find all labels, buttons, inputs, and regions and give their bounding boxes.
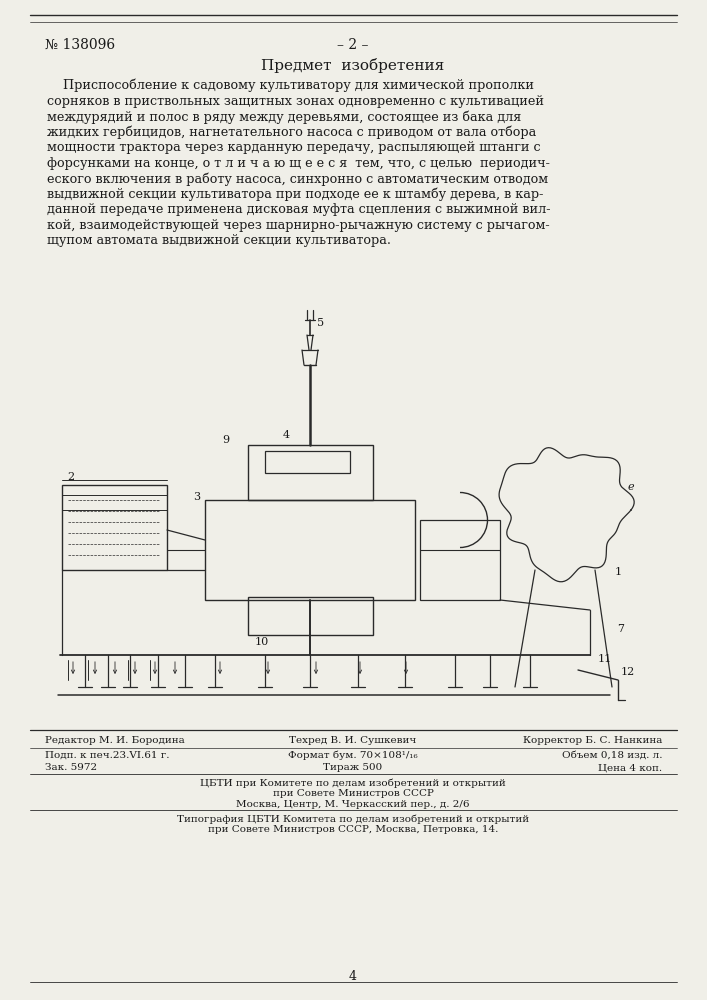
Text: e: e: [628, 482, 635, 492]
Bar: [265, 451, 350, 473]
Text: 2: 2: [67, 472, 74, 482]
Text: Объем 0,18 изд. л.: Объем 0,18 изд. л.: [561, 751, 662, 760]
Text: сорняков в приствольных защитных зонах одновременно с культивацией: сорняков в приствольных защитных зонах о…: [47, 95, 544, 107]
Text: данной передаче применена дисковая муфта сцепления с выжимной вил-: данной передаче применена дисковая муфта…: [47, 203, 551, 216]
Text: выдвижной секции культиватора при подходе ее к штамбу дерева, в кар-: выдвижной секции культиватора при подход…: [47, 188, 544, 201]
Bar: [205, 500, 415, 600]
Text: Тираж 500: Тираж 500: [323, 763, 382, 772]
Bar: [248, 597, 373, 635]
Text: 12: 12: [621, 667, 636, 677]
Text: Предмет  изобретения: Предмет изобретения: [262, 58, 445, 73]
Text: Цена 4 коп.: Цена 4 коп.: [598, 763, 662, 772]
Bar: [420, 520, 500, 600]
Text: 4: 4: [349, 970, 357, 983]
Bar: [248, 445, 373, 500]
Text: Редактор М. И. Бородина: Редактор М. И. Бородина: [45, 736, 185, 745]
Text: мощности трактора через карданную передачу, распыляющей штанги с: мощности трактора через карданную переда…: [47, 141, 541, 154]
Text: при Совете Министров СССР, Москва, Петровка, 14.: при Совете Министров СССР, Москва, Петро…: [208, 825, 498, 834]
Text: Приспособление к садовому культиватору для химической прополки: Приспособление к садовому культиватору д…: [47, 79, 534, 93]
Text: ЦБТИ при Комитете по делам изобретений и открытий: ЦБТИ при Комитете по делам изобретений и…: [200, 778, 506, 788]
Text: 5: 5: [317, 318, 324, 328]
Text: Москва, Центр, М. Черкасский пер., д. 2/6: Москва, Центр, М. Черкасский пер., д. 2/…: [236, 800, 469, 809]
Text: форсунками на конце, о т л и ч а ю щ е е с я  тем, что, с целью  периодич-: форсунками на конце, о т л и ч а ю щ е е…: [47, 156, 550, 169]
Text: № 138096: № 138096: [45, 38, 115, 52]
Text: при Совете Министров СССР: при Совете Министров СССР: [273, 789, 433, 798]
Text: Техред В. И. Сушкевич: Техред В. И. Сушкевич: [289, 736, 416, 745]
Text: 11: 11: [598, 654, 612, 664]
Text: жидких гербицидов, нагнетательного насоса с приводом от вала отбора: жидких гербицидов, нагнетательного насос…: [47, 125, 536, 139]
Text: Зак. 5972: Зак. 5972: [45, 763, 97, 772]
Text: 10: 10: [255, 637, 269, 647]
Text: еского включения в работу насоса, синхронно с автоматическим отводом: еского включения в работу насоса, синхро…: [47, 172, 548, 186]
Bar: [62, 485, 167, 570]
Text: Корректор Б. С. Нанкина: Корректор Б. С. Нанкина: [522, 736, 662, 745]
Text: кой, взаимодействующей через шарнирно-рычажную систему с рычагом-: кой, взаимодействующей через шарнирно-ры…: [47, 219, 549, 232]
Text: щупом автомата выдвижной секции культиватора.: щупом автомата выдвижной секции культива…: [47, 234, 391, 247]
Text: 4: 4: [283, 430, 290, 440]
Text: 9: 9: [222, 435, 229, 445]
Text: 1: 1: [615, 567, 622, 577]
Text: – 2 –: – 2 –: [337, 38, 369, 52]
Text: Типография ЦБТИ Комитета по делам изобретений и открытий: Типография ЦБТИ Комитета по делам изобре…: [177, 814, 529, 824]
Text: 7: 7: [617, 624, 624, 634]
Text: междурядий и полос в ряду между деревьями, состоящее из бака для: междурядий и полос в ряду между деревьям…: [47, 110, 521, 123]
Text: Формат бум. 70×108¹/₁₆: Формат бум. 70×108¹/₁₆: [288, 751, 418, 760]
Text: 3: 3: [193, 492, 200, 502]
Text: Подп. к печ.23.VI.61 г.: Подп. к печ.23.VI.61 г.: [45, 751, 170, 760]
